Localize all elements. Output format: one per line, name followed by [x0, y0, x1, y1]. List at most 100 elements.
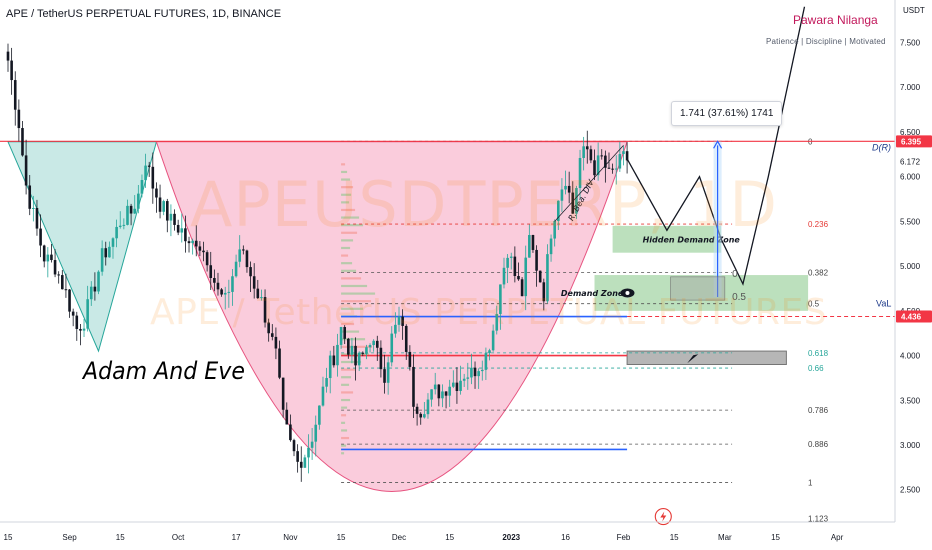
candle: [408, 345, 412, 371]
price-tick-label: 6.172: [900, 157, 921, 166]
candle: [260, 289, 263, 301]
candle-body: [216, 282, 220, 290]
volume-profile-bar: [341, 292, 376, 295]
candle: [437, 384, 441, 407]
candle-body: [343, 327, 346, 339]
candle-body: [176, 224, 180, 233]
candle-body: [278, 348, 281, 378]
candle: [151, 152, 155, 204]
candle: [571, 181, 575, 214]
candle: [220, 287, 223, 297]
candle-body: [459, 380, 462, 391]
candle: [593, 149, 596, 180]
candle: [238, 235, 242, 268]
candle: [347, 337, 350, 359]
candle-body: [423, 414, 426, 418]
candle: [390, 326, 394, 367]
candle-body: [437, 384, 441, 399]
candle-body: [155, 188, 158, 198]
candle-body: [71, 311, 75, 316]
candle: [321, 376, 325, 407]
candle-body: [32, 207, 35, 209]
candle-body: [42, 245, 46, 262]
candle: [46, 247, 50, 278]
volume-profile-bar: [341, 231, 358, 234]
candle-body: [426, 399, 430, 415]
candle-body: [397, 316, 401, 325]
candle-body: [567, 185, 571, 193]
candle-body: [46, 254, 50, 262]
candle: [441, 384, 444, 408]
symbol-title[interactable]: APE / TetherUS PERPETUAL FUTURES, 1D, BI…: [6, 8, 282, 20]
candle-body: [553, 220, 556, 239]
candle-body: [180, 228, 184, 233]
candle: [372, 339, 375, 352]
candle-body: [611, 168, 614, 170]
candle-body: [220, 289, 223, 295]
lightning-icon-bolt: [660, 511, 667, 522]
candle-body: [234, 261, 238, 277]
candle: [589, 145, 593, 164]
candle-body: [310, 441, 314, 448]
candle-body: [607, 167, 611, 169]
candle-body: [415, 406, 419, 414]
candle: [223, 286, 227, 310]
candle-body: [575, 188, 578, 214]
candle: [17, 99, 21, 142]
candle-body: [524, 257, 528, 297]
candle: [318, 405, 321, 430]
volume-profile-bar: [341, 429, 348, 432]
candle-body: [227, 291, 231, 293]
volume-profile-bar: [341, 406, 348, 409]
candle-body: [238, 249, 242, 262]
candle: [462, 373, 466, 387]
volume-profile-bar: [341, 170, 348, 174]
candle-body: [93, 286, 97, 292]
candle: [375, 335, 379, 361]
candle-body: [350, 345, 354, 355]
candle: [455, 367, 459, 404]
candle-body: [292, 440, 296, 452]
time-tick-label: Dec: [392, 533, 406, 542]
candle-body: [184, 228, 187, 242]
volume-profile-bar: [341, 383, 350, 386]
time-tick-label: 17: [232, 533, 241, 542]
volume-profile-bar: [341, 307, 364, 310]
price-tick-label: 6.500: [900, 128, 921, 137]
volume-profile-bar: [341, 254, 349, 257]
candle: [585, 130, 589, 164]
volume-profile-bar: [341, 421, 346, 424]
candle-body: [223, 292, 227, 295]
fib-level-label: 0.382: [808, 268, 829, 277]
candle: [484, 347, 488, 380]
volume-profile-bar: [341, 368, 356, 371]
candle-body: [593, 160, 596, 176]
candle: [176, 219, 180, 236]
candle-body: [242, 249, 245, 251]
fib-level-label: 0.5: [808, 300, 820, 309]
cursor-icon: [687, 354, 699, 364]
candle-body: [361, 352, 365, 354]
candle: [173, 209, 176, 231]
candle: [126, 199, 129, 226]
candle-body: [97, 271, 100, 292]
volume-profile-bar: [341, 277, 362, 280]
volume-profile-bar: [341, 208, 356, 212]
price-badge: [896, 310, 932, 323]
candle-body: [231, 276, 234, 292]
time-tick-label: 15: [337, 533, 346, 542]
measure-arrowhead: [713, 140, 723, 149]
candle-body: [260, 297, 263, 299]
candle-body: [118, 225, 122, 227]
candle-body: [68, 289, 71, 312]
candle-body: [245, 250, 249, 268]
candle: [24, 139, 28, 195]
volume-profile-bar: [341, 224, 364, 227]
volume-profile-bar: [341, 330, 360, 333]
candle-body: [430, 389, 433, 400]
candle-body: [339, 327, 343, 345]
candle-body: [517, 276, 520, 280]
candle-body: [53, 260, 57, 275]
candle: [209, 251, 213, 290]
